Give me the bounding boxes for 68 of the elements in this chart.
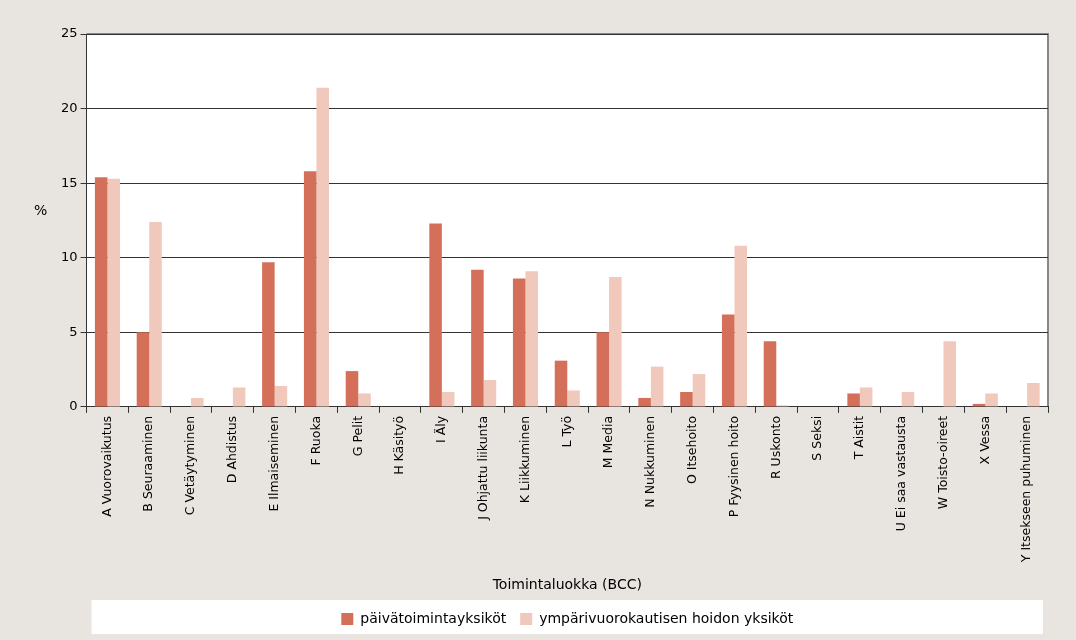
x-tick-label: O Itsehoito [683,415,699,485]
x-axis-title: Toimintaluokka (BCC) [491,576,642,593]
bar [847,393,860,407]
bar [721,314,735,407]
y-tick-label: 15 [61,174,78,190]
bar [1027,383,1040,407]
bar [638,397,651,407]
x-tick-label: I Äly [433,415,449,443]
bar [191,397,204,407]
x-tick-label: K Liikkuminen [516,415,532,504]
bar [763,341,777,407]
x-tick-label: Y Itsekseen puhuminen [1018,415,1034,564]
legend-label: ympärivuorokautisen hoidon yksiköt [539,609,794,626]
bar [316,87,329,407]
bar [650,366,664,407]
x-tick-label: R Uskonto [767,415,783,480]
bar [483,380,497,407]
bar [94,177,108,407]
bar [136,332,150,407]
bar [441,391,455,407]
x-tick-label: N Nukkuminen [642,415,658,508]
y-tick-label: 25 [61,25,78,41]
bar [985,393,998,407]
x-tick-label: T Aistit [851,415,867,461]
y-tick-label: 20 [61,99,78,115]
bar [596,332,610,407]
bar [512,278,526,407]
bar [680,391,693,407]
bar [734,245,748,407]
x-tick-label: A Vuorovaikutus [98,415,114,517]
x-tick-label: J Ohjattu liikunta [474,415,490,521]
x-tick-label: W Toisto-oireet [934,415,950,510]
x-tick-label: D Ahdistus [224,415,240,484]
bar [567,390,580,407]
bar [554,360,568,407]
bar [471,269,484,407]
x-tick-label: E Ilmaiseminen [265,415,281,512]
x-tick-label: U Ei saa vastausta [892,415,908,532]
x-tick-label: F Ruoka [307,415,323,466]
bar [525,271,539,407]
y-tick-label: 10 [61,249,78,265]
x-tick-label: C Vetäytyminen [182,415,198,516]
bar [692,374,706,407]
x-tick-label: G Pelit [349,415,365,457]
bar [609,277,622,407]
y-axis-title: % [34,202,48,218]
bar [429,223,442,407]
bar [274,386,288,407]
x-tick-label: L Työ [558,415,574,448]
x-tick-label: H Käsityö [391,415,407,475]
x-tick-label: M Media [600,415,616,469]
bar [149,221,162,407]
x-tick-label: X Vessa [976,415,992,465]
bar [107,178,120,407]
bar [859,387,873,407]
bar [262,262,275,407]
y-tick-label: 5 [69,323,78,339]
bar [303,171,317,407]
bar [358,393,371,407]
legend-label: päivätoimintayksiköt [360,609,507,626]
x-tick-label: B Seuraaminen [140,415,156,512]
y-tick-label: 0 [69,398,78,414]
x-tick-label: S Seksi [809,415,825,461]
bar [901,391,915,407]
bar [345,371,359,407]
x-tick-label: P Fyysinen hoito [725,415,741,518]
bar [232,387,246,407]
bar [943,341,957,407]
